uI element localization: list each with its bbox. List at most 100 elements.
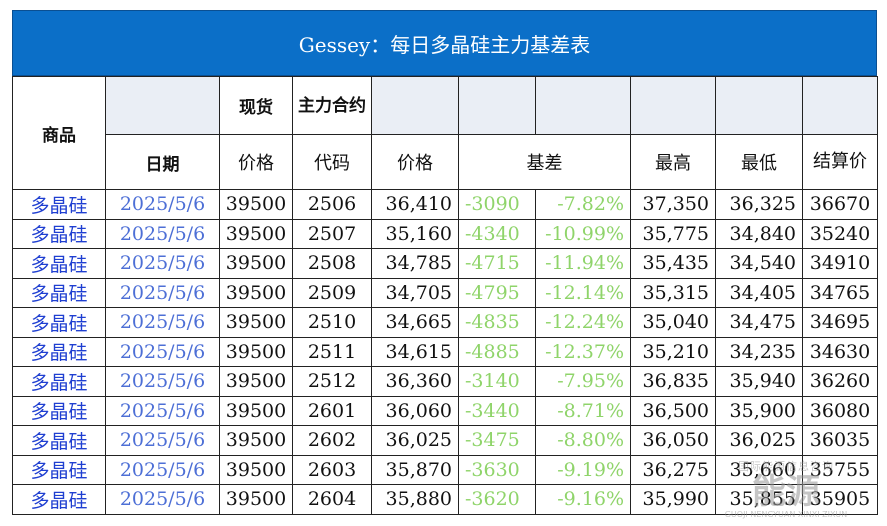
basis-value-cell: -4885	[458, 336, 536, 367]
basis-value-cell: -4340	[458, 218, 536, 249]
contract-price-cell: 34,665	[371, 307, 459, 338]
spot-price-cell: 39500	[219, 366, 293, 397]
table-row: 多晶硅 2025/5/6 39500 2507 35,160 -4340 -10.99% 35…	[12, 218, 878, 249]
settle-cell: 36260	[802, 366, 878, 397]
contract-price-cell: 35,160	[371, 218, 459, 249]
low-cell: 34,475	[715, 307, 803, 338]
date-cell: 2025/5/6	[105, 277, 220, 308]
contract-price-cell: 34,705	[371, 277, 459, 308]
spot-price-cell: 39500	[219, 277, 293, 308]
product-cell: 多晶硅	[12, 336, 106, 367]
header-date: 日期	[105, 134, 220, 190]
high-cell: 36,050	[630, 425, 716, 456]
spot-price-cell: 39500	[219, 307, 293, 338]
header-low: 最低	[715, 134, 803, 190]
basis-value-cell: -3475	[458, 425, 536, 456]
header-blank	[630, 76, 716, 135]
header-high: 最高	[630, 134, 716, 190]
basis-value-cell: -4835	[458, 307, 536, 338]
spot-price-cell: 39500	[219, 336, 293, 367]
table-row: 多晶硅 2025/5/6 39500 2601 36,060 -3440 -8.71% 36,…	[12, 395, 878, 426]
basis-table: 商品 现货 主力合约 日期 价格 代码 价格 基差 最高 最低 结算价	[12, 76, 878, 515]
high-cell: 37,350	[630, 189, 716, 220]
contract-price-cell: 34,785	[371, 248, 459, 279]
spot-price-cell: 39500	[219, 425, 293, 456]
contract-price-cell: 34,615	[371, 336, 459, 367]
high-cell: 35,435	[630, 248, 716, 279]
product-cell: 多晶硅	[12, 366, 106, 397]
table-body: 多晶硅 2025/5/6 39500 2506 36,410 -3090 -7.82% 37,…	[12, 189, 878, 515]
settle-cell: 34910	[802, 248, 878, 279]
settle-cell: 35755	[802, 454, 878, 485]
high-cell: 36,835	[630, 366, 716, 397]
header-settle: 结算价	[802, 134, 878, 190]
spot-price-cell: 39500	[219, 454, 293, 485]
header-product: 商品	[12, 76, 106, 190]
basis-percent-cell: -9.16%	[535, 484, 631, 515]
header-contract: 主力合约	[292, 76, 372, 135]
contract-code-cell: 2604	[292, 484, 372, 515]
contract-code-cell: 2510	[292, 307, 372, 338]
contract-code-cell: 2512	[292, 366, 372, 397]
contract-code-cell: 2602	[292, 425, 372, 456]
table-row: 多晶硅 2025/5/6 39500 2512 36,360 -3140 -7.95% 36,…	[12, 366, 878, 397]
contract-code-cell: 2506	[292, 189, 372, 220]
date-cell: 2025/5/6	[105, 307, 220, 338]
date-cell: 2025/5/6	[105, 425, 220, 456]
product-cell: 多晶硅	[12, 425, 106, 456]
high-cell: 35,990	[630, 484, 716, 515]
product-cell: 多晶硅	[12, 307, 106, 338]
basis-percent-cell: -10.99%	[535, 218, 631, 249]
spot-price-cell: 39500	[219, 189, 293, 220]
header-blank	[458, 76, 536, 135]
spot-price-cell: 39500	[219, 395, 293, 426]
settle-cell: 34630	[802, 336, 878, 367]
date-cell: 2025/5/6	[105, 248, 220, 279]
basis-percent-cell: -9.19%	[535, 454, 631, 485]
low-cell: 34,405	[715, 277, 803, 308]
low-cell: 35,855	[715, 484, 803, 515]
contract-price-cell: 36,360	[371, 366, 459, 397]
header-blank	[535, 76, 631, 135]
spot-price-cell: 39500	[219, 248, 293, 279]
high-cell: 36,500	[630, 395, 716, 426]
date-cell: 2025/5/6	[105, 218, 220, 249]
contract-price-cell: 36,025	[371, 425, 459, 456]
basis-percent-cell: -12.14%	[535, 277, 631, 308]
settle-cell: 35905	[802, 484, 878, 515]
settle-cell: 36080	[802, 395, 878, 426]
header-blank	[105, 76, 220, 135]
low-cell: 36,325	[715, 189, 803, 220]
settle-cell: 36035	[802, 425, 878, 456]
basis-value-cell: -4795	[458, 277, 536, 308]
contract-code-cell: 2601	[292, 395, 372, 426]
basis-value-cell: -4715	[458, 248, 536, 279]
basis-percent-cell: -11.94%	[535, 248, 631, 279]
header-contract-price: 价格	[371, 134, 459, 190]
low-cell: 36,025	[715, 425, 803, 456]
contract-price-cell: 36,410	[371, 189, 459, 220]
date-cell: 2025/5/6	[105, 395, 220, 426]
low-cell: 35,660	[715, 454, 803, 485]
spot-price-cell: 39500	[219, 484, 293, 515]
table-title: Gessey：每日多晶硅主力基差表	[12, 10, 877, 76]
basis-value-cell: -3090	[458, 189, 536, 220]
header-basis: 基差	[458, 134, 631, 190]
high-cell: 35,040	[630, 307, 716, 338]
product-cell: 多晶硅	[12, 484, 106, 515]
contract-code-cell: 2603	[292, 454, 372, 485]
header-contract-code: 代码	[292, 134, 372, 190]
basis-percent-cell: -8.71%	[535, 395, 631, 426]
high-cell: 35,775	[630, 218, 716, 249]
contract-price-cell: 35,880	[371, 484, 459, 515]
product-cell: 多晶硅	[12, 189, 106, 220]
settle-cell: 34695	[802, 307, 878, 338]
table-row: 多晶硅 2025/5/6 39500 2509 34,705 -4795 -12.14% 35…	[12, 277, 878, 308]
basis-value-cell: -3140	[458, 366, 536, 397]
table-row: 多晶硅 2025/5/6 39500 2508 34,785 -4715 -11.94% 35…	[12, 248, 878, 279]
product-cell: 多晶硅	[12, 277, 106, 308]
settle-cell: 35240	[802, 218, 878, 249]
contract-code-cell: 2508	[292, 248, 372, 279]
date-cell: 2025/5/6	[105, 189, 220, 220]
header-blank	[715, 76, 803, 135]
